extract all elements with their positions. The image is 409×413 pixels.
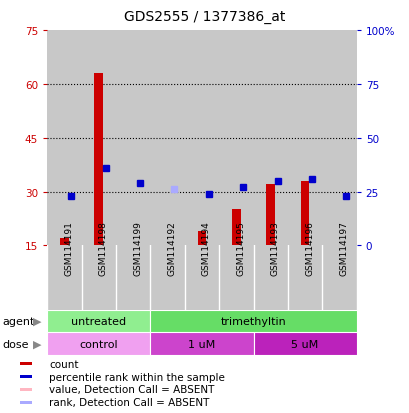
Text: GSM114192: GSM114192 xyxy=(167,221,176,275)
Text: untreated: untreated xyxy=(71,316,126,326)
Text: control: control xyxy=(79,339,118,349)
Text: value, Detection Call = ABSENT: value, Detection Call = ABSENT xyxy=(49,385,214,394)
Bar xyxy=(20,388,32,391)
Text: GDS2555 / 1377386_at: GDS2555 / 1377386_at xyxy=(124,9,285,24)
Text: GSM114196: GSM114196 xyxy=(304,220,313,275)
Bar xyxy=(184,31,218,246)
Text: ▶: ▶ xyxy=(33,339,41,349)
Text: dose: dose xyxy=(2,339,29,349)
Bar xyxy=(94,74,103,246)
Bar xyxy=(300,181,309,246)
Bar xyxy=(20,401,32,404)
Text: GSM114194: GSM114194 xyxy=(201,221,210,275)
Bar xyxy=(266,185,274,246)
Bar xyxy=(47,31,81,246)
Text: percentile rank within the sample: percentile rank within the sample xyxy=(49,372,225,382)
Bar xyxy=(81,31,116,246)
Bar xyxy=(321,31,356,246)
Bar xyxy=(218,31,253,246)
Bar xyxy=(231,210,240,246)
Bar xyxy=(116,31,150,246)
Text: agent: agent xyxy=(2,316,34,326)
Text: 1 uM: 1 uM xyxy=(188,339,215,349)
Text: GSM114198: GSM114198 xyxy=(99,220,108,275)
Bar xyxy=(253,332,356,355)
Text: GSM114197: GSM114197 xyxy=(339,220,348,275)
Text: GSM114199: GSM114199 xyxy=(133,220,142,275)
Bar xyxy=(20,362,32,365)
Bar xyxy=(47,310,150,332)
Bar xyxy=(197,231,206,246)
Text: GSM114195: GSM114195 xyxy=(236,220,245,275)
Text: 5 uM: 5 uM xyxy=(291,339,318,349)
Text: rank, Detection Call = ABSENT: rank, Detection Call = ABSENT xyxy=(49,397,209,407)
Bar xyxy=(150,310,356,332)
Bar xyxy=(60,239,68,246)
Text: count: count xyxy=(49,359,79,369)
Bar xyxy=(20,375,32,378)
Bar xyxy=(287,31,321,246)
Bar xyxy=(150,31,184,246)
Text: ▶: ▶ xyxy=(33,316,41,326)
Text: trimethyltin: trimethyltin xyxy=(220,316,286,326)
Text: GSM114193: GSM114193 xyxy=(270,220,279,275)
Bar xyxy=(47,332,150,355)
Text: GSM114191: GSM114191 xyxy=(64,220,73,275)
Bar xyxy=(150,332,253,355)
Bar xyxy=(253,31,287,246)
